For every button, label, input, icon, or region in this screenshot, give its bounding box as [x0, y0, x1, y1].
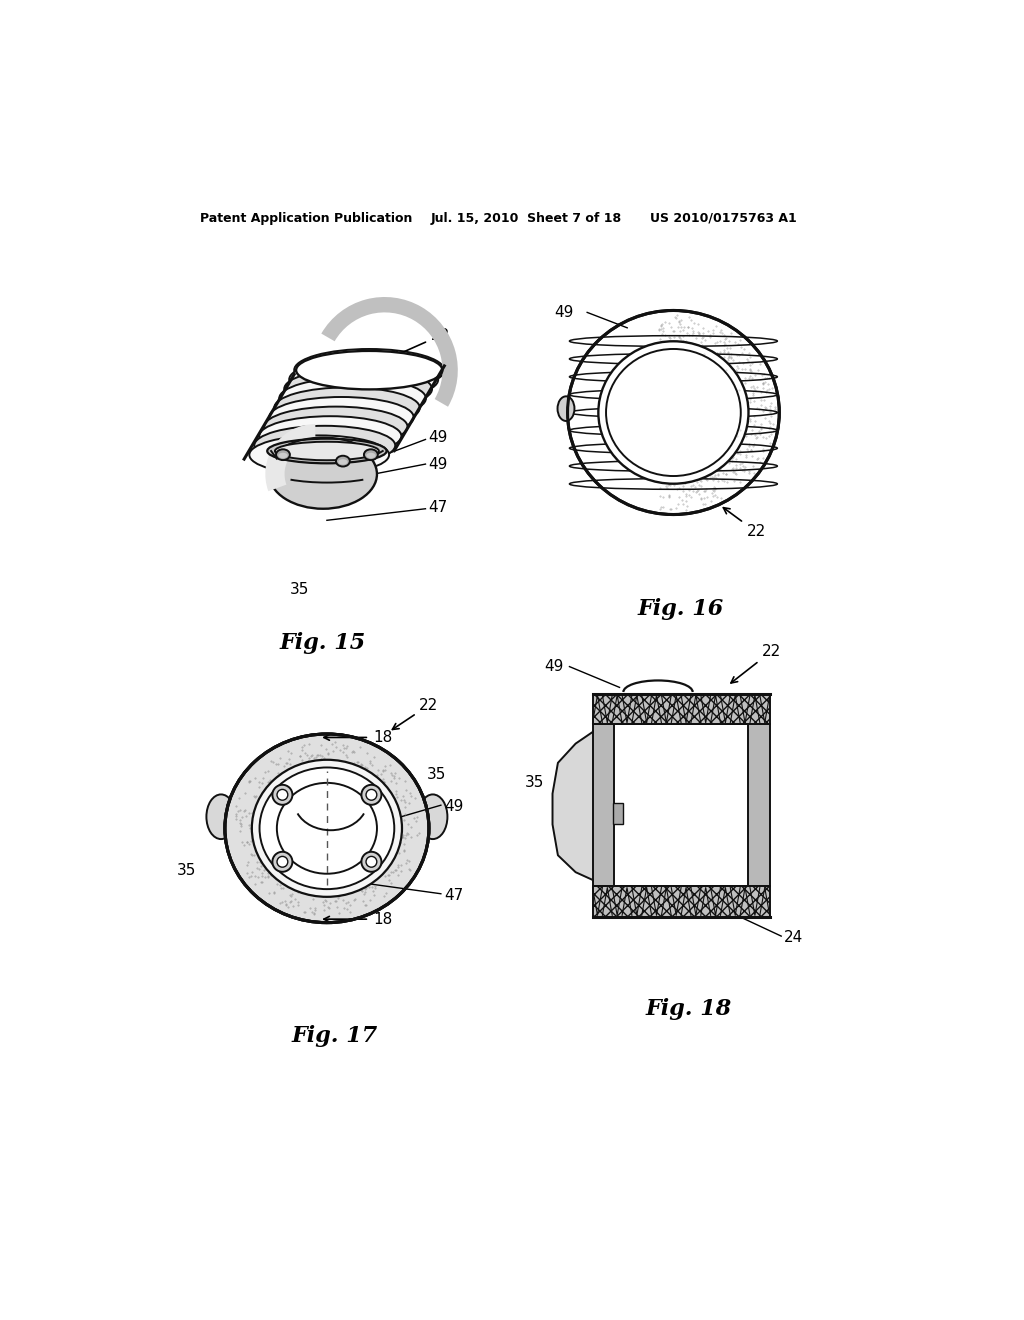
- Ellipse shape: [338, 459, 347, 465]
- Circle shape: [272, 785, 293, 805]
- Text: 49: 49: [429, 457, 447, 471]
- Text: 22: 22: [723, 508, 766, 540]
- Ellipse shape: [269, 440, 377, 508]
- Circle shape: [366, 789, 377, 800]
- Ellipse shape: [336, 455, 350, 466]
- Ellipse shape: [285, 368, 432, 409]
- Ellipse shape: [606, 348, 740, 477]
- Ellipse shape: [279, 453, 288, 458]
- Text: 24: 24: [783, 931, 803, 945]
- Text: 35: 35: [177, 863, 197, 878]
- Polygon shape: [371, 366, 444, 453]
- Text: Fig. 17: Fig. 17: [292, 1026, 378, 1047]
- Bar: [593, 693, 770, 725]
- Text: US 2010/0175763 A1: US 2010/0175763 A1: [650, 213, 797, 224]
- Text: 22: 22: [393, 327, 451, 356]
- Circle shape: [361, 785, 381, 805]
- Wedge shape: [265, 424, 315, 491]
- Text: Fig. 15: Fig. 15: [280, 632, 367, 655]
- Ellipse shape: [364, 449, 378, 461]
- Ellipse shape: [280, 378, 426, 418]
- Text: 22: 22: [731, 644, 781, 682]
- Circle shape: [278, 789, 288, 800]
- Text: Fig. 18: Fig. 18: [646, 998, 732, 1020]
- Circle shape: [278, 857, 288, 867]
- Ellipse shape: [289, 359, 438, 400]
- Text: Patent Application Publication: Patent Application Publication: [200, 213, 413, 224]
- Circle shape: [272, 851, 293, 871]
- Bar: [612, 803, 624, 824]
- Ellipse shape: [259, 767, 394, 890]
- Ellipse shape: [269, 397, 414, 437]
- Circle shape: [366, 857, 377, 867]
- Ellipse shape: [225, 734, 429, 923]
- Bar: [593, 886, 770, 917]
- Ellipse shape: [264, 407, 408, 446]
- Ellipse shape: [274, 442, 379, 461]
- Text: 47: 47: [444, 888, 463, 903]
- Ellipse shape: [259, 416, 401, 455]
- Ellipse shape: [249, 436, 389, 474]
- Ellipse shape: [296, 351, 442, 389]
- Text: 49: 49: [429, 430, 447, 445]
- Text: 18: 18: [373, 912, 392, 927]
- Ellipse shape: [276, 449, 290, 461]
- Text: 49: 49: [545, 659, 564, 675]
- Circle shape: [361, 851, 381, 871]
- Text: 35: 35: [524, 775, 544, 789]
- Bar: [593, 725, 614, 886]
- Ellipse shape: [274, 387, 420, 428]
- Text: 18: 18: [373, 730, 392, 744]
- Bar: [614, 725, 749, 886]
- Ellipse shape: [207, 795, 236, 840]
- Text: 22: 22: [392, 697, 438, 730]
- Ellipse shape: [294, 348, 444, 391]
- Ellipse shape: [567, 310, 779, 515]
- Polygon shape: [553, 733, 593, 880]
- Ellipse shape: [418, 795, 447, 840]
- Bar: [749, 725, 770, 886]
- Ellipse shape: [367, 453, 376, 458]
- Polygon shape: [244, 366, 444, 459]
- Ellipse shape: [557, 396, 574, 421]
- Ellipse shape: [252, 760, 402, 896]
- Text: Fig. 16: Fig. 16: [638, 598, 724, 620]
- Text: 35: 35: [290, 582, 309, 597]
- Text: Jul. 15, 2010  Sheet 7 of 18: Jul. 15, 2010 Sheet 7 of 18: [431, 213, 622, 224]
- Ellipse shape: [598, 342, 749, 483]
- Text: 35: 35: [427, 767, 446, 781]
- Ellipse shape: [276, 783, 377, 874]
- Wedge shape: [322, 297, 458, 407]
- Ellipse shape: [254, 426, 395, 465]
- Text: 49: 49: [554, 305, 573, 319]
- Text: 49: 49: [444, 799, 463, 814]
- Ellipse shape: [267, 438, 387, 463]
- Text: 47: 47: [429, 500, 447, 515]
